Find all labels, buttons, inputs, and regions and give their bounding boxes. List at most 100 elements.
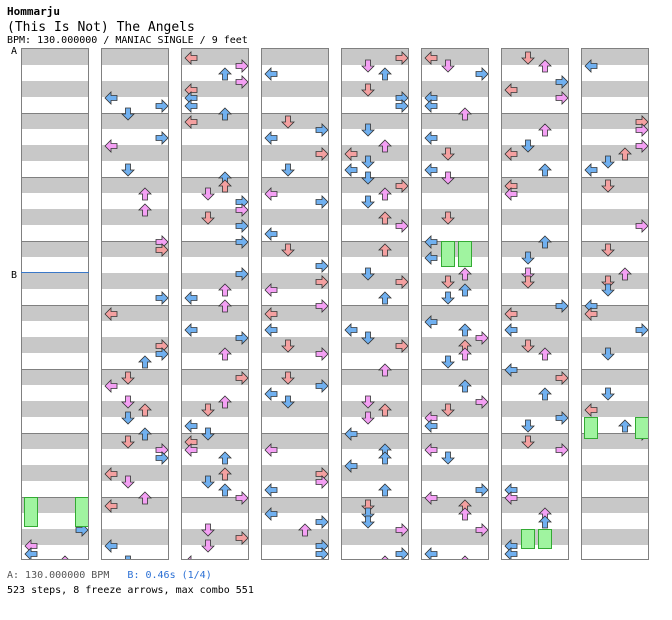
arrow-up-icon (378, 66, 392, 81)
beat-band (262, 145, 328, 161)
measure-line (342, 113, 408, 114)
measure-line (582, 113, 648, 114)
beat-band (22, 273, 88, 289)
beat-band (502, 305, 568, 321)
arrow-down-icon (201, 210, 215, 225)
measure-line (502, 241, 568, 242)
arrow-down-icon (521, 138, 535, 153)
arrow-up-icon (618, 266, 632, 281)
arrow-up-icon (458, 322, 472, 337)
measure-line (262, 177, 328, 178)
arrow-right-icon (155, 98, 168, 113)
arrow-right-icon (395, 98, 408, 113)
measure-line (22, 113, 88, 114)
arrow-left-icon (424, 130, 438, 145)
arrow-up-icon (218, 394, 232, 409)
arrow-left-icon (104, 306, 118, 321)
arrow-up-icon (458, 346, 472, 361)
beat-band (182, 177, 248, 193)
measure-line (182, 305, 248, 306)
chart-lane (181, 48, 249, 560)
arrow-right-icon (235, 330, 248, 345)
measure-line (502, 369, 568, 370)
arrow-left-icon (264, 506, 278, 521)
song-title: (This Is Not) The Angels (7, 20, 195, 35)
arrow-right-icon (235, 202, 248, 217)
measure-line (422, 305, 488, 306)
arrow-up-icon (618, 418, 632, 433)
measure-line (502, 305, 568, 306)
arrow-down-icon (121, 554, 135, 559)
chart-lane (101, 48, 169, 560)
arrow-left-icon (344, 146, 358, 161)
beat-band (502, 369, 568, 385)
beat-band (502, 113, 568, 129)
arrow-left-icon (424, 490, 438, 505)
measure-line (102, 177, 168, 178)
beat-band (102, 177, 168, 193)
arrow-right-icon (555, 442, 568, 457)
arrow-left-icon (184, 114, 198, 129)
beat-band (182, 497, 248, 513)
measure-line (262, 369, 328, 370)
arrow-left-icon (504, 322, 518, 337)
beat-band (262, 401, 328, 417)
arrow-up-icon (58, 554, 72, 559)
arrow-down-icon (361, 330, 375, 345)
beat-band (582, 529, 648, 545)
measure-line (422, 113, 488, 114)
arrow-up-icon (138, 202, 152, 217)
arrow-right-icon (635, 138, 648, 153)
arrow-down-icon (281, 370, 295, 385)
arrow-up-icon (378, 210, 392, 225)
beat-band (582, 145, 648, 161)
arrow-right-icon (315, 546, 328, 559)
arrow-right-icon (315, 274, 328, 289)
measure-line (102, 497, 168, 498)
beat-band (502, 465, 568, 481)
beat-band (182, 241, 248, 257)
measure-line (422, 369, 488, 370)
beat-band (102, 433, 168, 449)
beat-band (422, 81, 488, 97)
arrow-down-icon (361, 122, 375, 137)
arrow-up-icon (458, 266, 472, 281)
beat-band (102, 113, 168, 129)
arrow-right-icon (235, 370, 248, 385)
freeze-arrow-icon (75, 497, 88, 527)
arrow-down-icon (201, 538, 215, 553)
arrow-left-icon (264, 130, 278, 145)
beat-band (262, 177, 328, 193)
arrow-up-icon (218, 178, 232, 193)
arrow-left-icon (264, 442, 278, 457)
beat-band (422, 49, 488, 65)
arrow-right-icon (395, 522, 408, 537)
measure-line (582, 177, 648, 178)
arrow-down-icon (361, 194, 375, 209)
arrow-right-icon (475, 330, 488, 345)
freeze-arrow-icon (538, 529, 552, 549)
measure-line (22, 497, 88, 498)
measure-line (262, 497, 328, 498)
beat-band (182, 81, 248, 97)
measure-line (582, 369, 648, 370)
arrow-left-icon (424, 98, 438, 113)
arrow-up-icon (138, 490, 152, 505)
beat-band (582, 273, 648, 289)
arrow-down-icon (281, 338, 295, 353)
measure-line (342, 369, 408, 370)
beat-band (102, 401, 168, 417)
arrow-down-icon (441, 274, 455, 289)
beat-band (22, 145, 88, 161)
beat-band (102, 465, 168, 481)
beat-band (262, 241, 328, 257)
measure-line (422, 433, 488, 434)
measure-line (102, 113, 168, 114)
arrow-down-icon (361, 170, 375, 185)
measure-line (182, 369, 248, 370)
beat-band (262, 49, 328, 65)
arrow-down-icon (601, 178, 615, 193)
arrow-down-icon (521, 434, 535, 449)
arrow-down-icon (361, 410, 375, 425)
arrow-down-icon (201, 522, 215, 537)
